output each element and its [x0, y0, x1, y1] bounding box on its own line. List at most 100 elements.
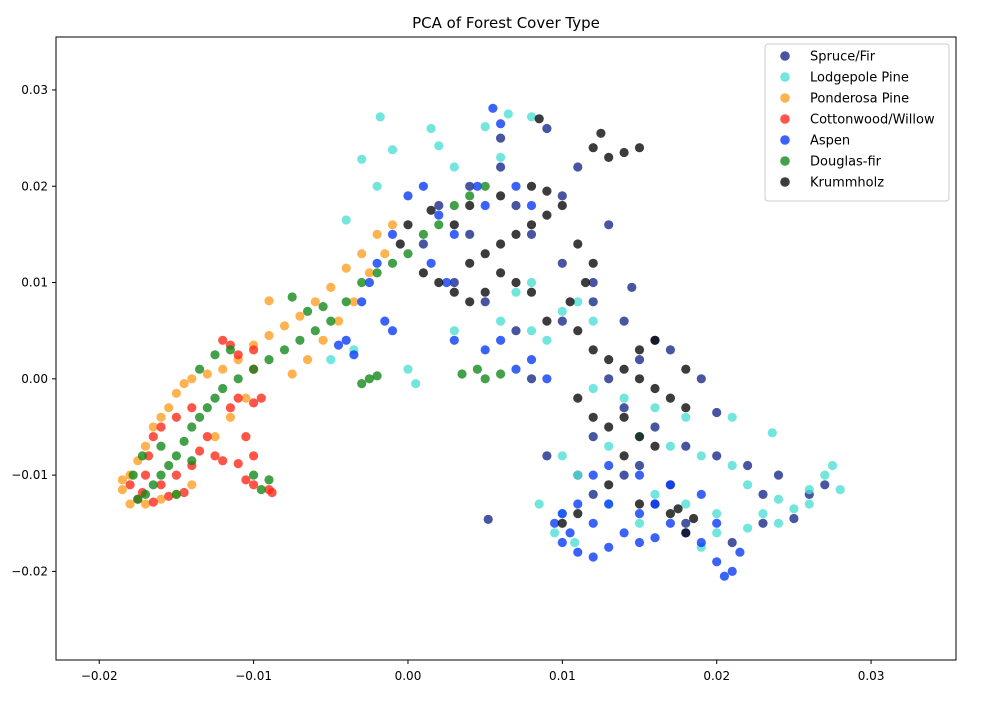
scatter-point	[341, 215, 351, 225]
scatter-point	[310, 297, 320, 307]
scatter-point	[634, 143, 645, 153]
scatter-point	[526, 200, 537, 211]
scatter-point	[357, 379, 367, 389]
scatter-point	[241, 393, 251, 403]
scatter-point	[218, 335, 228, 345]
scatter-point	[596, 128, 606, 138]
scatter-point	[712, 518, 722, 528]
scatter-point	[287, 369, 297, 379]
y-tick-label: −0.01	[11, 468, 48, 482]
scatter-point	[604, 152, 614, 162]
scatter-point	[542, 123, 552, 134]
scatter-point	[619, 451, 629, 461]
scatter-point	[372, 181, 382, 191]
scatter-point	[542, 374, 552, 384]
scatter-point	[604, 499, 614, 509]
scatter-point	[264, 296, 274, 306]
scatter-point	[496, 268, 506, 278]
scatter-point	[526, 181, 537, 191]
scatter-point	[604, 480, 614, 490]
scatter-point	[395, 239, 405, 249]
scatter-point	[727, 537, 737, 548]
scatter-point	[480, 287, 490, 297]
scatter-point	[588, 277, 598, 288]
scatter-point	[156, 494, 166, 504]
scatter-point	[557, 258, 567, 268]
scatter-point	[148, 497, 158, 507]
scatter-point	[588, 470, 598, 480]
scatter-point	[573, 162, 583, 172]
y-tick-label: 0.03	[21, 83, 48, 97]
legend-label: Ponderosa Pine	[810, 92, 909, 107]
scatter-point	[758, 518, 768, 528]
legend: Spruce/Fir Lodgepole Pine Ponderosa Pine Co…	[764, 43, 950, 202]
scatter-point	[827, 460, 838, 471]
scatter-point	[820, 470, 830, 480]
legend-label: Krummholz	[810, 176, 884, 191]
scatter-point	[735, 547, 745, 557]
scatter-point	[249, 345, 259, 355]
scatter-point	[588, 316, 598, 326]
scatter-point	[526, 220, 537, 230]
scatter-point	[573, 547, 583, 557]
scatter-point	[681, 364, 691, 374]
chart-title: PCA of Forest Cover Type	[412, 14, 600, 32]
scatter-point	[681, 441, 691, 451]
scatter-point	[758, 489, 768, 499]
scatter-point	[465, 258, 475, 268]
scatter-point	[634, 345, 645, 355]
scatter-point	[387, 229, 398, 239]
scatter-point	[449, 326, 459, 336]
scatter-point	[526, 374, 537, 384]
scatter-point	[681, 518, 691, 528]
scatter-point	[511, 287, 521, 297]
scatter-point	[372, 371, 382, 381]
scatter-point	[689, 513, 699, 524]
scatter-point	[434, 220, 444, 230]
scatter-point	[758, 508, 768, 519]
scatter-point	[604, 422, 614, 432]
scatter-point	[580, 277, 591, 288]
scatter-point	[279, 345, 290, 355]
scatter-point	[542, 186, 552, 196]
scatter-point	[179, 487, 189, 498]
scatter-point	[418, 268, 428, 278]
scatter-point	[604, 355, 614, 365]
scatter-point	[480, 200, 490, 211]
scatter-point	[712, 407, 722, 418]
scatter-point	[171, 489, 181, 499]
scatter-point	[634, 460, 645, 471]
scatter-point	[789, 513, 799, 524]
scatter-point	[225, 403, 235, 413]
scatter-point	[449, 220, 459, 230]
scatter-point	[140, 441, 151, 451]
scatter-point	[187, 374, 197, 384]
scatter-point	[496, 239, 506, 249]
scatter-point	[140, 470, 151, 480]
scatter-point	[403, 364, 413, 374]
scatter-point	[526, 287, 537, 297]
series-2	[326, 109, 845, 552]
y-tick-label: 0.00	[21, 372, 48, 386]
scatter-point	[650, 489, 660, 499]
scatter-point	[557, 451, 567, 461]
scatter-point	[364, 277, 374, 288]
scatter-point	[310, 326, 320, 336]
scatter-point	[411, 379, 421, 389]
scatter-point	[604, 460, 614, 471]
scatter-point	[171, 388, 181, 398]
scatter-point	[773, 518, 784, 528]
scatter-point	[573, 499, 583, 509]
legend-marker	[780, 177, 790, 187]
scatter-point	[573, 393, 583, 403]
scatter-point	[426, 205, 436, 215]
scatter-point	[650, 499, 660, 509]
scatter-point	[341, 335, 351, 345]
scatter-point	[496, 191, 506, 201]
scatter-point	[526, 277, 537, 288]
scatter-point	[573, 470, 583, 480]
scatter-point	[164, 460, 174, 471]
scatter-point	[588, 432, 598, 442]
scatter-point	[588, 489, 598, 499]
scatter-point	[137, 451, 147, 461]
